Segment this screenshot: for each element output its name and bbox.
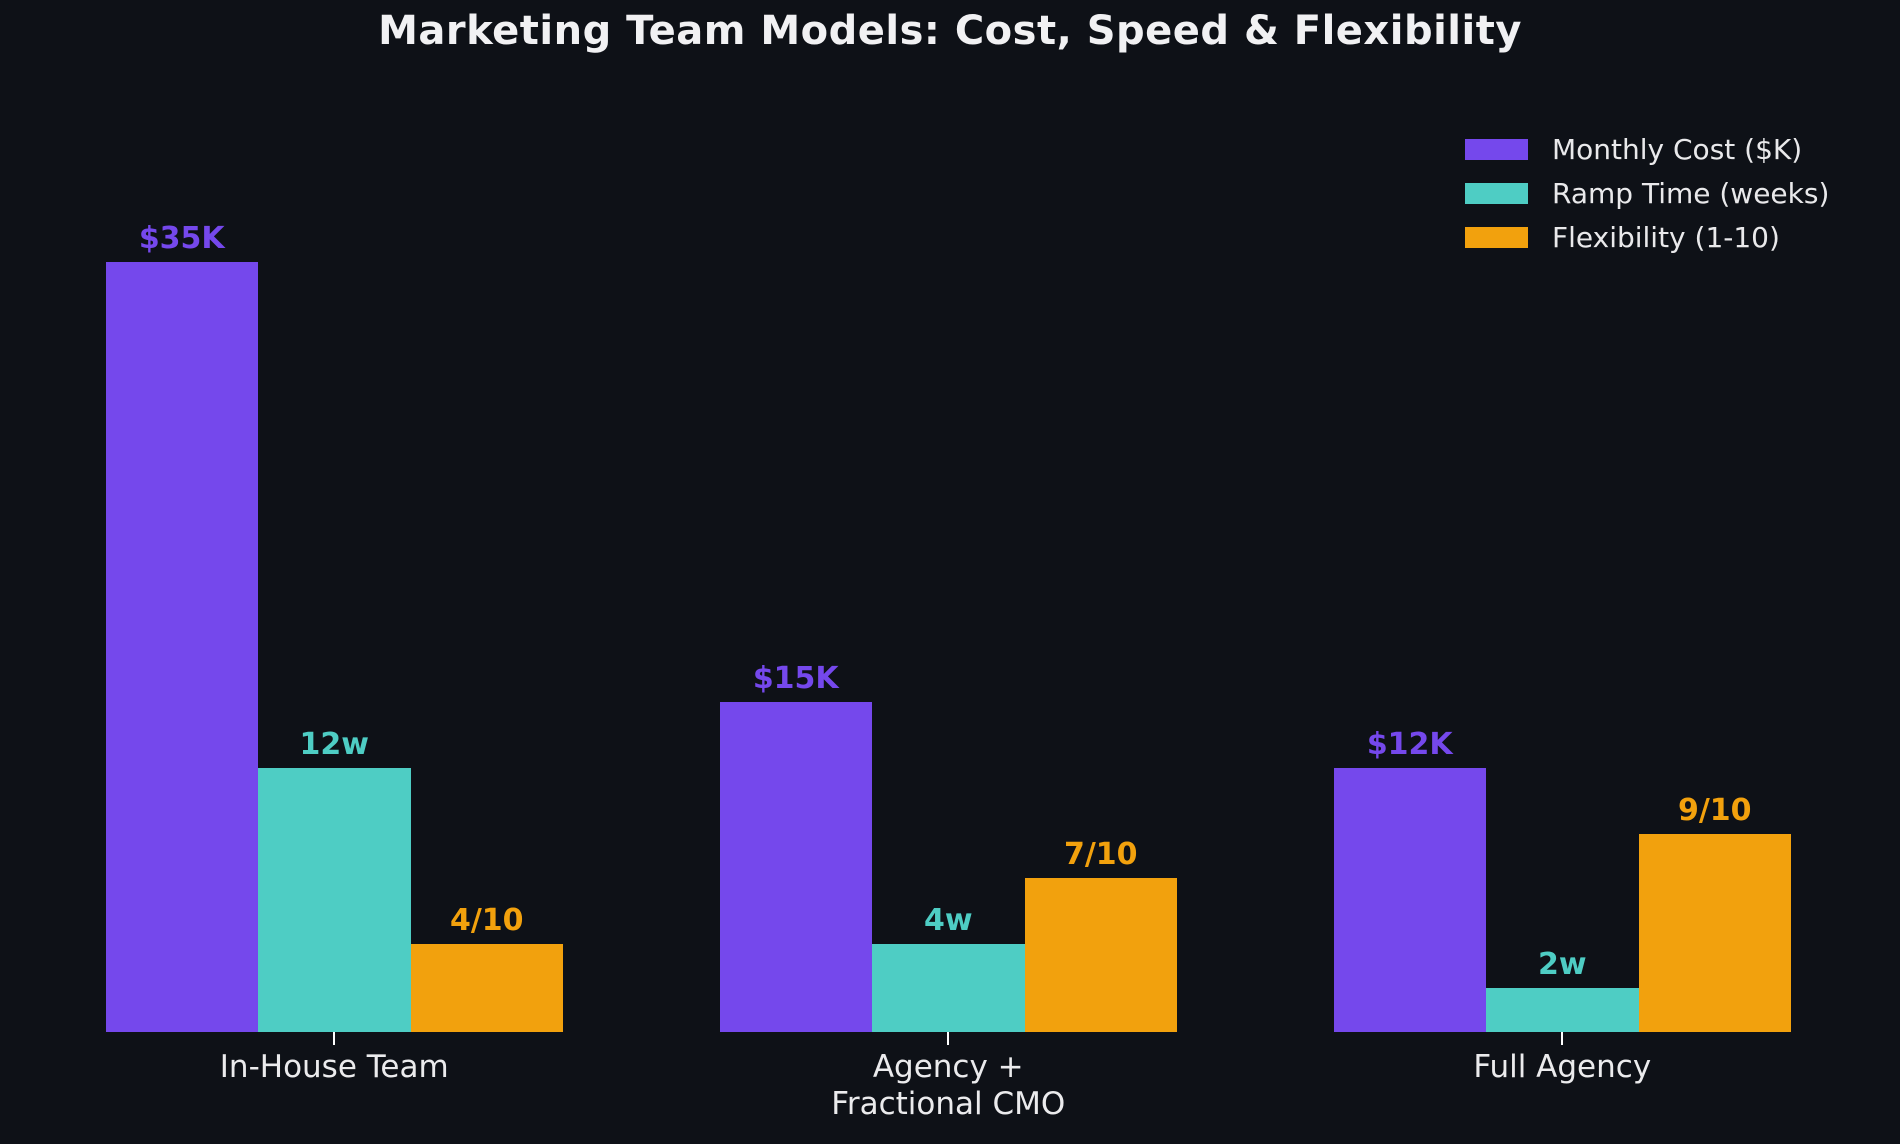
x-axis-label-line: Fractional CMO (831, 1086, 1066, 1122)
bar-flexibility-1-10-full-agency (1638, 834, 1791, 1032)
bar-value-label-flexibility-1-10-full-agency: 9/10 (1677, 793, 1752, 828)
x-tick-full-agency (1561, 1032, 1564, 1045)
legend-label-ramp-time-weeks: Ramp Time (weeks) (1552, 177, 1830, 210)
legend-row-ramp-time-weeks: Ramp Time (weeks) (1465, 177, 1829, 210)
x-axis-label-line: In-House Team (219, 1049, 449, 1085)
bar-value-label-monthly-cost-k-full-agency: $12K (1366, 727, 1453, 762)
legend-swatch-monthly-cost-k (1465, 139, 1528, 160)
legend-label-flexibility-1-10: Flexibility (1-10) (1552, 221, 1780, 254)
x-tick-in-house-team (333, 1032, 336, 1045)
legend-row-flexibility-1-10: Flexibility (1-10) (1465, 221, 1829, 254)
bar-ramp-time-weeks-in-house-team (258, 768, 411, 1032)
chart-title: Marketing Team Models: Cost, Speed & Fle… (378, 8, 1522, 54)
bar-ramp-time-weeks-full-agency (1486, 988, 1639, 1032)
bar-ramp-time-weeks-agency-fractional-cmo (872, 944, 1025, 1032)
bar-flexibility-1-10-agency-fractional-cmo (1024, 878, 1177, 1032)
bar-value-label-ramp-time-weeks-in-house-team: 12w (299, 727, 369, 762)
bar-value-label-flexibility-1-10-agency-fractional-cmo: 7/10 (1063, 837, 1138, 872)
bar-value-label-flexibility-1-10-in-house-team: 4/10 (449, 903, 524, 938)
bar-value-label-monthly-cost-k-agency-fractional-cmo: $15K (752, 661, 839, 696)
bar-flexibility-1-10-in-house-team (410, 944, 563, 1032)
legend-swatch-flexibility-1-10 (1465, 227, 1528, 248)
bar-value-label-ramp-time-weeks-agency-fractional-cmo: 4w (923, 903, 973, 938)
legend-label-monthly-cost-k: Monthly Cost ($K) (1552, 133, 1803, 166)
legend: Monthly Cost ($K) Ramp Time (weeks) Flexib… (1465, 133, 1829, 271)
legend-swatch-ramp-time-weeks (1465, 183, 1528, 204)
bar-value-label-ramp-time-weeks-full-agency: 2w (1537, 947, 1587, 982)
x-axis-label-full-agency: Full Agency (1302, 1049, 1822, 1086)
x-axis-label-in-house-team: In-House Team (74, 1049, 594, 1086)
x-axis-label-agency-fractional-cmo: Agency + Fractional CMO (688, 1049, 1208, 1123)
legend-row-monthly-cost-k: Monthly Cost ($K) (1465, 133, 1829, 166)
bar-monthly-cost-k-full-agency (1333, 768, 1486, 1032)
x-tick-agency-fractional-cmo (947, 1032, 950, 1045)
x-axis-label-line: Agency + (872, 1049, 1024, 1085)
x-axis-label-line: Full Agency (1473, 1049, 1652, 1085)
bar-value-label-monthly-cost-k-in-house-team: $35K (138, 221, 225, 256)
bar-monthly-cost-k-agency-fractional-cmo (719, 702, 872, 1032)
bar-monthly-cost-k-in-house-team (105, 262, 258, 1032)
